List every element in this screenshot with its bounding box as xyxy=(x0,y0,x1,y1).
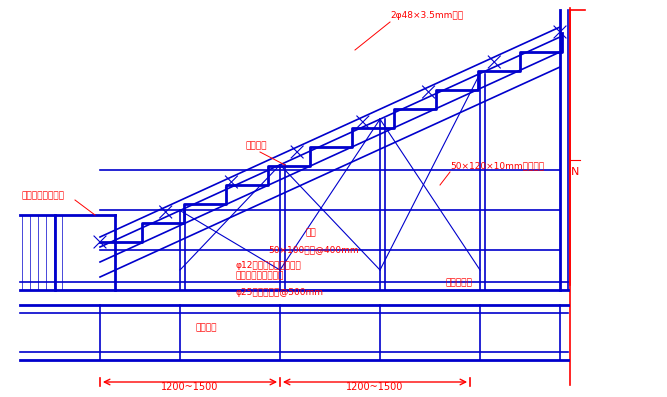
Text: 七层模板: 七层模板 xyxy=(245,141,267,150)
Text: N: N xyxy=(571,167,579,177)
Text: 樊樹: 樊樹 xyxy=(305,228,315,237)
Text: 起模面（成平台）: 起模面（成平台） xyxy=(22,191,65,200)
Text: 1200~1500: 1200~1500 xyxy=(346,382,404,392)
Text: 50×120×10mm钉物夹片: 50×120×10mm钉物夹片 xyxy=(450,161,544,170)
Text: 50×100木方@400mm: 50×100木方@400mm xyxy=(268,245,359,254)
Text: 2φ48×3.5mm钉管: 2φ48×3.5mm钉管 xyxy=(390,11,463,20)
Text: 钉管立杆: 钉管立杆 xyxy=(195,323,217,332)
Text: φ25防滞锂捩头@500mm: φ25防滞锂捩头@500mm xyxy=(235,288,323,297)
Text: 设一道，横向设两道: 设一道，横向设两道 xyxy=(235,271,283,280)
Text: φ12对拉橆杆，每隔一步: φ12对拉橆杆，每隔一步 xyxy=(235,261,301,270)
Text: 钉管水平杆: 钉管水平杆 xyxy=(445,278,472,287)
Text: 1200~1500: 1200~1500 xyxy=(161,382,219,392)
